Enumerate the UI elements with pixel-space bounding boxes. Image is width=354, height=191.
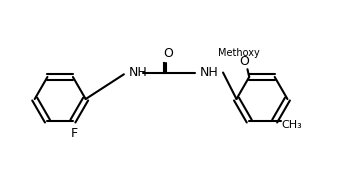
Text: NH: NH bbox=[200, 66, 219, 79]
Text: O: O bbox=[239, 55, 249, 68]
Text: NH: NH bbox=[129, 66, 148, 79]
Text: O: O bbox=[163, 47, 173, 60]
Text: CH₃: CH₃ bbox=[282, 120, 303, 130]
Text: Methoxy: Methoxy bbox=[218, 48, 260, 57]
Text: F: F bbox=[71, 127, 78, 140]
